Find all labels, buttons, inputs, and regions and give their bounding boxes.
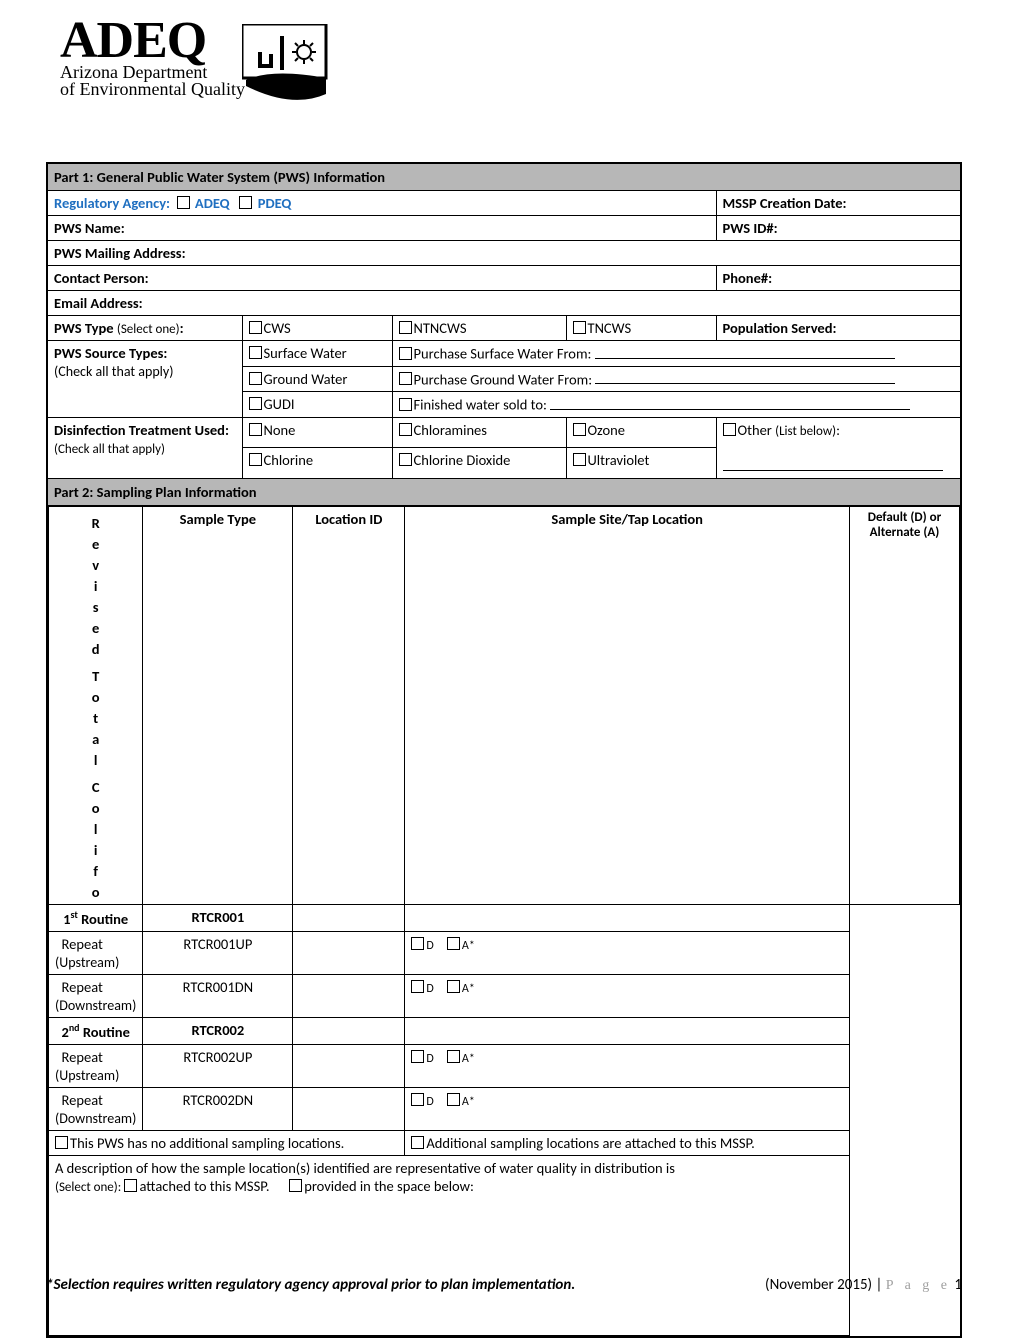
email-label: Email Address: <box>47 291 961 316</box>
sample-row: Repeat (Downstream)RTCR002DN D A* <box>49 1087 960 1130</box>
col-site-location: Sample Site/Tap Location <box>405 507 850 905</box>
sample-row: Repeat (Downstream)RTCR001DN D A* <box>49 975 960 1018</box>
pws-type-hint: (Select one) <box>117 322 180 337</box>
pws-type-cell: PWS Type (Select one): <box>47 316 242 341</box>
pws-id-label: PWS ID#: <box>716 216 961 241</box>
ground-water-checkbox[interactable] <box>249 372 262 385</box>
source-types-cell: PWS Source Types: (Check all that apply) <box>47 341 242 418</box>
surface-water-cell: Surface Water <box>242 341 392 367</box>
attached-checkbox[interactable] <box>124 1179 137 1192</box>
pws-type-label: PWS Type <box>54 319 114 337</box>
tncws-checkbox[interactable] <box>573 321 586 334</box>
purchase-ground-line[interactable] <box>595 370 895 385</box>
default-checkbox[interactable] <box>411 1050 424 1063</box>
footer-page-number: 1 <box>951 1276 962 1294</box>
phone-label: Phone#: <box>716 266 961 291</box>
alternate-checkbox[interactable] <box>447 937 460 950</box>
purchase-surface-line[interactable] <box>595 344 895 359</box>
part2-header: Part 2: Sampling Plan Information <box>47 479 961 506</box>
pws-name-label: PWS Name: <box>47 216 716 241</box>
sampling-table: RevisedTotalColifo Sample Type Location … <box>48 506 960 1336</box>
none-checkbox[interactable] <box>249 423 262 436</box>
regulatory-agency-cell: Regulatory Agency: ADEQ PDEQ <box>47 191 716 216</box>
col-default-alternate: Default (D) or Alternate (A) <box>850 507 960 905</box>
default-checkbox[interactable] <box>411 937 424 950</box>
site-input[interactable] <box>293 905 405 932</box>
footer-date: (November 2015) | <box>765 1276 886 1294</box>
col-sample-type: Sample Type <box>143 507 293 905</box>
pdeq-checkbox[interactable] <box>239 196 252 209</box>
pws-form: Part 1: General Public Water System (PWS… <box>46 162 962 1338</box>
ultraviolet-checkbox[interactable] <box>573 453 586 466</box>
surface-water-checkbox[interactable] <box>249 346 262 359</box>
cactus-icon <box>242 24 342 114</box>
disinfection-label: Disinfection Treatment Used: <box>54 421 229 439</box>
description-row: A description of how the sample location… <box>49 1155 960 1335</box>
chloramines-checkbox[interactable] <box>399 423 412 436</box>
finished-water-checkbox[interactable] <box>399 398 412 411</box>
ground-water-cell: Ground Water <box>242 366 392 392</box>
site-input[interactable] <box>293 932 405 975</box>
alternate-checkbox[interactable] <box>447 1093 460 1106</box>
site-input[interactable] <box>293 975 405 1018</box>
population-served-label: Population Served: <box>716 316 961 341</box>
cws-checkbox[interactable] <box>249 321 262 334</box>
vertical-label: RevisedTotalColifo <box>49 507 143 905</box>
disinfection-hint: (Check all that apply) <box>54 442 165 457</box>
footer-page-label: P a g e <box>886 1278 951 1293</box>
chlorine-checkbox[interactable] <box>249 453 262 466</box>
adeq-label: ADEQ <box>195 194 230 212</box>
logo-text-sub2: of Environmental Quality <box>60 80 245 99</box>
disinfection-cell: Disinfection Treatment Used: (Check all … <box>47 417 242 479</box>
part1-header: Part 1: General Public Water System (PWS… <box>47 163 961 191</box>
source-types-label: PWS Source Types: <box>54 344 167 362</box>
contact-label: Contact Person: <box>47 266 716 291</box>
provided-checkbox[interactable] <box>289 1179 302 1192</box>
adeq-logo: ADEQ Arizona Department of Environmental… <box>60 18 245 99</box>
site-input[interactable] <box>293 1044 405 1087</box>
purchase-surface-cell: Purchase Surface Water From: <box>392 341 961 367</box>
reg-label: Regulatory Agency: <box>54 194 170 212</box>
sample-row: 2nd RoutineRTCR002 <box>49 1018 960 1045</box>
gudi-checkbox[interactable] <box>249 397 262 410</box>
other-checkbox[interactable] <box>723 423 736 436</box>
sample-row: Repeat (Upstream)RTCR002UP D A* <box>49 1044 960 1087</box>
cws-cell: CWS <box>242 316 392 341</box>
other-line[interactable] <box>723 457 943 472</box>
pdeq-label: PDEQ <box>258 194 292 212</box>
mssp-date-label: MSSP Creation Date: <box>716 191 961 216</box>
source-types-hint: (Check all that apply) <box>54 363 173 380</box>
other-cell: Other (List below): <box>716 417 961 479</box>
additional-checkbox[interactable] <box>411 1136 424 1149</box>
ntncws-cell: NTNCWS <box>392 316 566 341</box>
no-additional-checkbox[interactable] <box>55 1136 68 1149</box>
col-location-id: Location ID <box>293 507 405 905</box>
default-checkbox[interactable] <box>411 980 424 993</box>
chlorine-dioxide-checkbox[interactable] <box>399 453 412 466</box>
page-footer: *Selection requires written regulatory a… <box>46 1276 962 1294</box>
alternate-checkbox[interactable] <box>447 980 460 993</box>
additional-locations-row: This PWS has no additional sampling loca… <box>49 1130 960 1155</box>
finished-water-cell: Finished water sold to: <box>392 392 961 418</box>
logo-text-main: ADEQ <box>60 18 245 65</box>
default-checkbox[interactable] <box>411 1093 424 1106</box>
purchase-ground-cell: Purchase Ground Water From: <box>392 366 961 392</box>
purchase-ground-checkbox[interactable] <box>399 372 412 385</box>
site-input[interactable] <box>293 1087 405 1130</box>
ozone-checkbox[interactable] <box>573 423 586 436</box>
finished-water-line[interactable] <box>550 395 910 410</box>
site-input[interactable] <box>293 1018 405 1045</box>
pws-address-label: PWS Mailing Address: <box>47 241 961 266</box>
ntncws-checkbox[interactable] <box>399 321 412 334</box>
footer-note: *Selection requires written regulatory a… <box>46 1276 575 1294</box>
purchase-surface-checkbox[interactable] <box>399 347 412 360</box>
adeq-checkbox[interactable] <box>177 196 190 209</box>
sample-row: 1st RoutineRTCR001 <box>49 905 960 932</box>
tncws-cell: TNCWS <box>566 316 716 341</box>
sample-row: Repeat (Upstream)RTCR001UP D A* <box>49 932 960 975</box>
alternate-checkbox[interactable] <box>447 1050 460 1063</box>
gudi-cell: GUDI <box>242 392 392 418</box>
